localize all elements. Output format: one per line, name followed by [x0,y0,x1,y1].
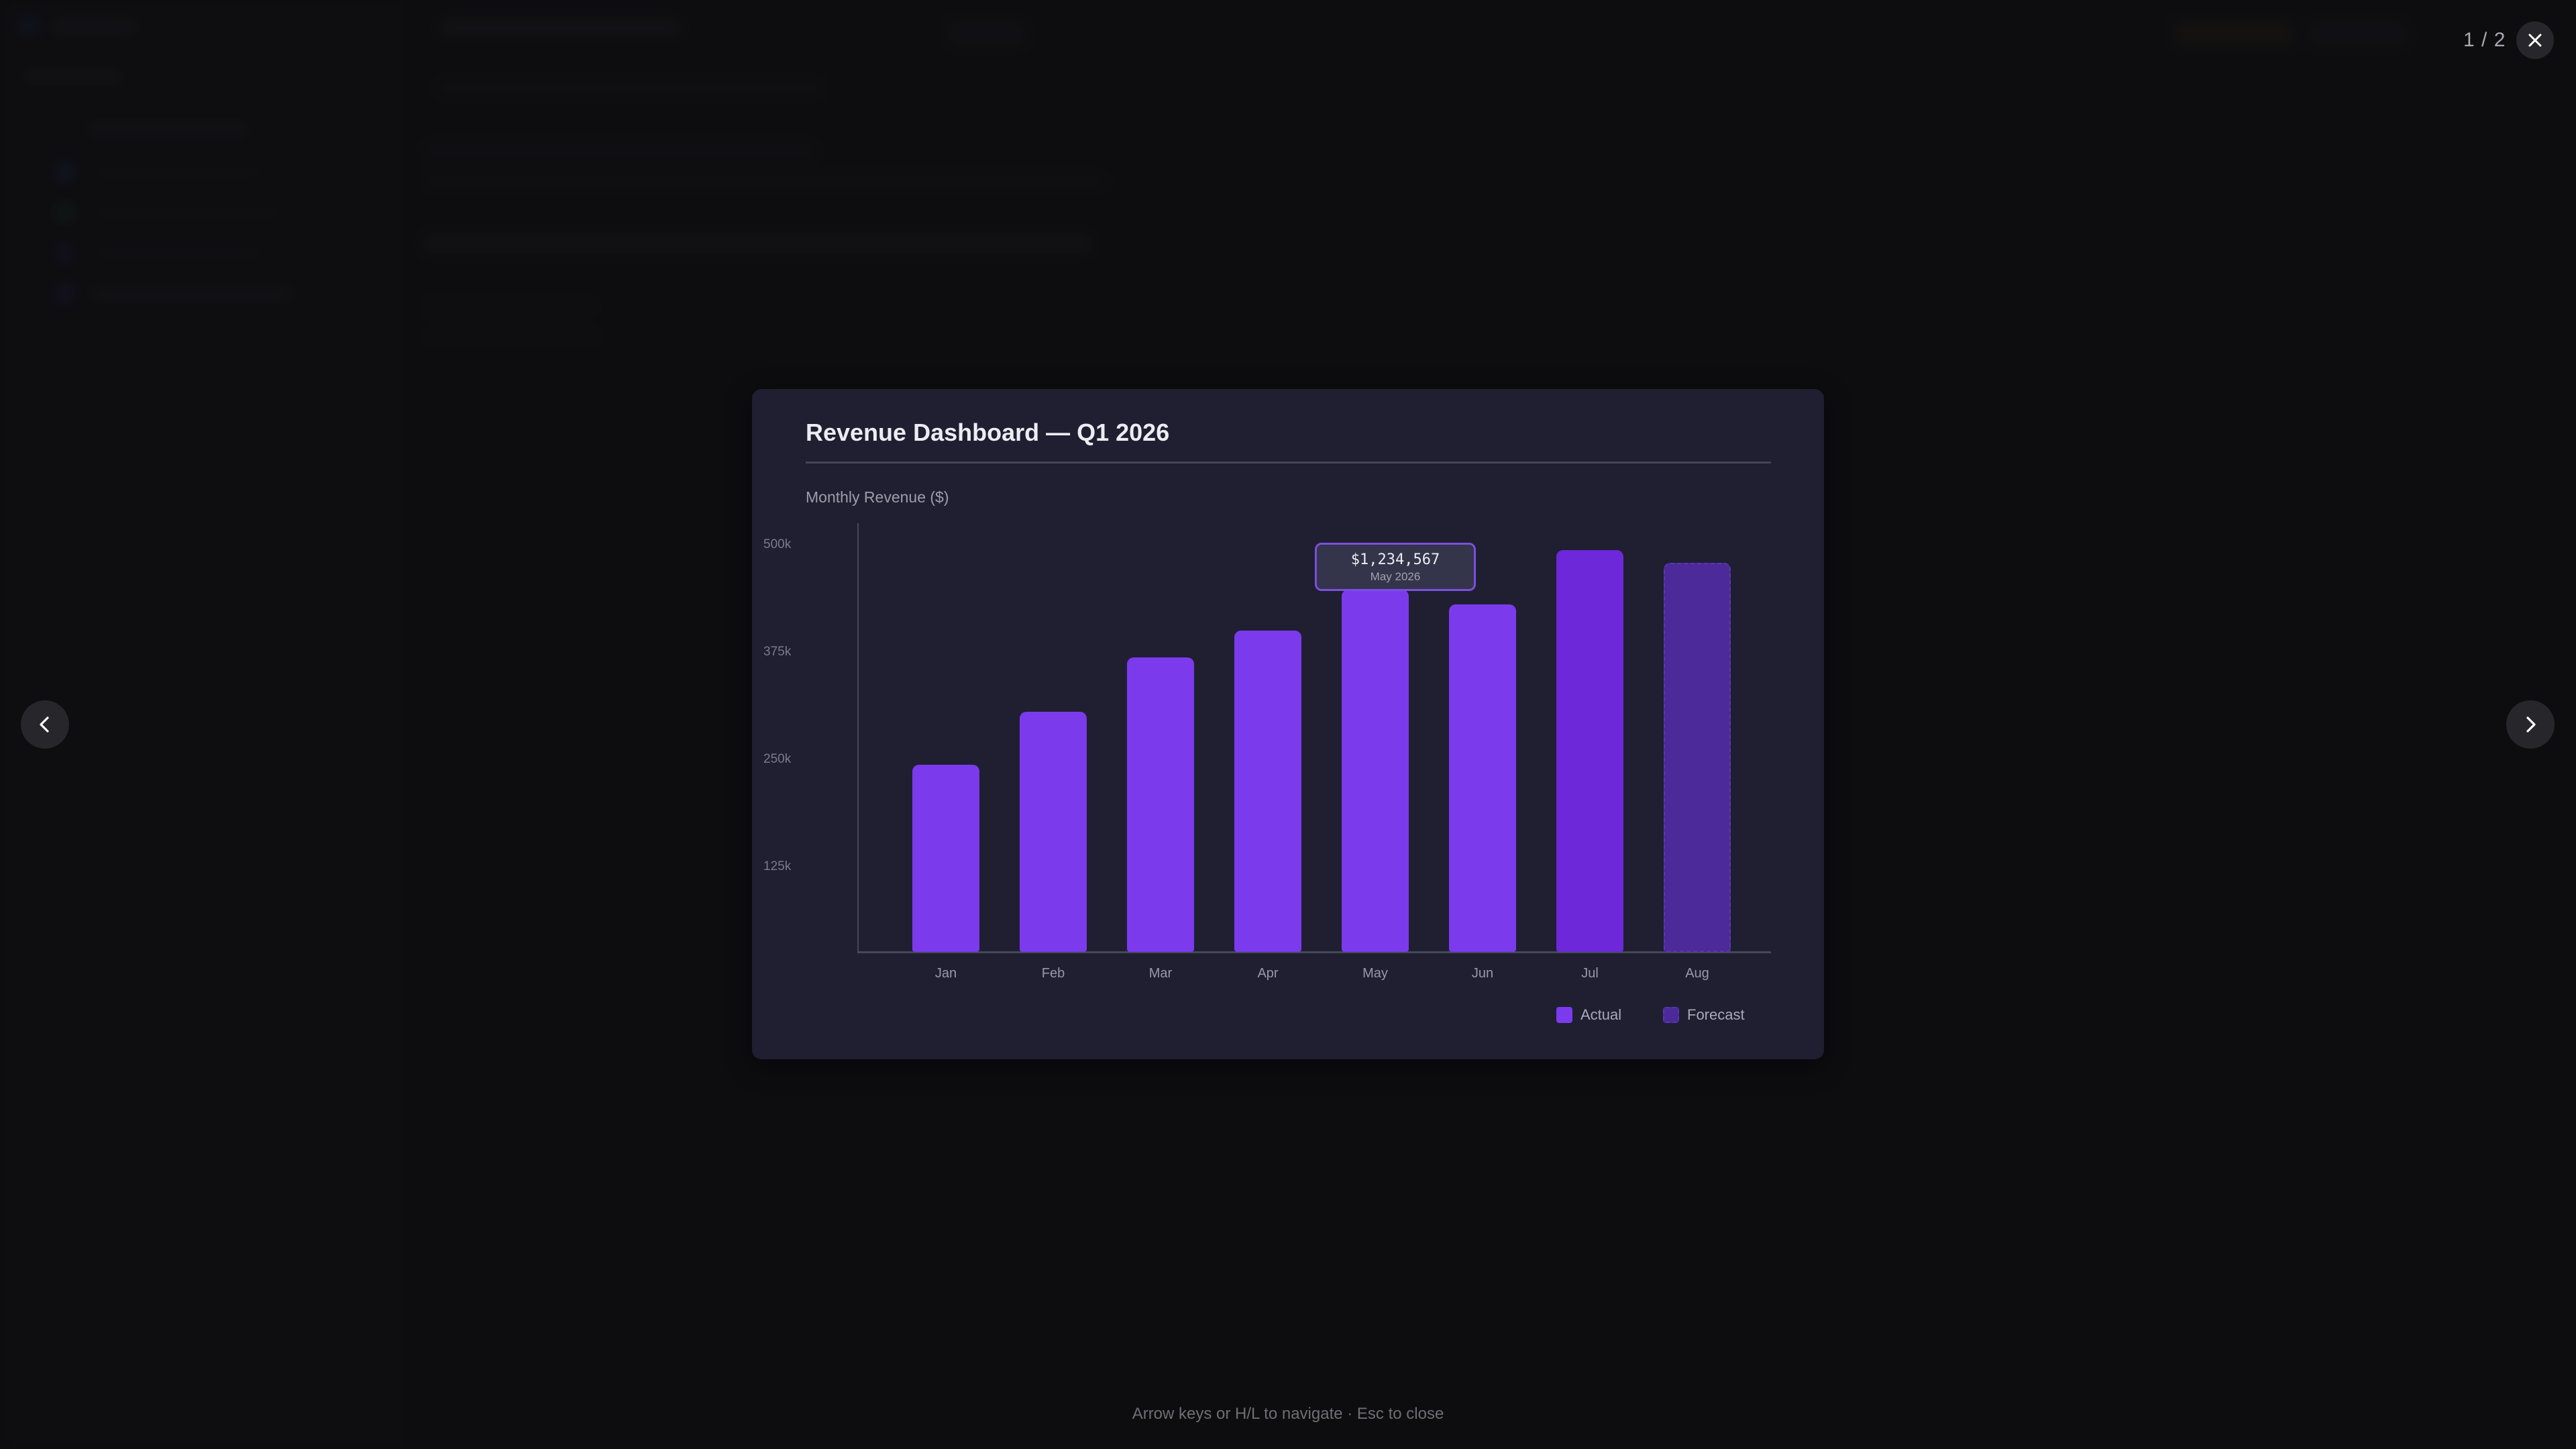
legend-label: Forecast [1687,1006,1745,1023]
image-counter: 1 / 2 [2463,29,2506,51]
tooltip-value: $1,234,567 [1350,551,1440,568]
y-tick-label: 500k [763,537,792,551]
y-tick-label: 250k [763,752,792,766]
chart-image-card: Revenue Dashboard — Q1 2026 Monthly Reve… [752,389,1824,1059]
chart-title: Revenue Dashboard — Q1 2026 [806,419,1170,446]
x-tick-label: Jul [1581,966,1599,981]
close-button[interactable] [2516,21,2554,59]
legend-swatch-actual [1556,1007,1572,1023]
bar-jul[interactable] [1556,549,1623,952]
bar-jan[interactable] [912,764,979,952]
bar-jun[interactable] [1449,604,1516,952]
bar-feb[interactable] [1020,711,1087,952]
bar-mar[interactable] [1127,657,1194,952]
x-tick-label: Feb [1041,966,1065,981]
x-tick-label: Jan [934,966,957,981]
x-tick-label: Aug [1685,966,1709,981]
x-tick-label: May [1362,966,1388,981]
x-tick-label: Jun [1471,966,1494,981]
keyboard-hint: Arrow keys or H/L to navigate · Esc to c… [1132,1405,1444,1423]
legend-item-actual: Actual [1556,1006,1621,1024]
chevron-right-icon [2526,716,2536,733]
y-tick-label: 125k [763,859,792,873]
legend-item-forecast: Forecast [1663,1006,1745,1024]
y-axis [857,523,859,953]
chart-subtitle: Monthly Revenue ($) [806,488,949,506]
y-tick-label: 375k [763,645,792,659]
bar-apr[interactable] [1234,631,1301,952]
close-icon [2528,34,2542,47]
x-tick-label: Apr [1257,966,1279,981]
next-button[interactable] [2506,700,2555,749]
chevron-left-icon [40,716,49,733]
legend-swatch-forecast [1663,1007,1679,1023]
tooltip-label: May 2026 [1370,570,1421,583]
x-axis [857,951,1771,953]
bar-may[interactable] [1342,589,1409,952]
legend-label: Actual [1580,1006,1622,1023]
bar-aug[interactable] [1664,563,1731,952]
title-divider [806,462,1771,464]
bar-tooltip: $1,234,567 May 2026 [1315,543,1476,591]
x-tick-label: Mar [1148,966,1173,981]
previous-button[interactable] [21,700,69,749]
